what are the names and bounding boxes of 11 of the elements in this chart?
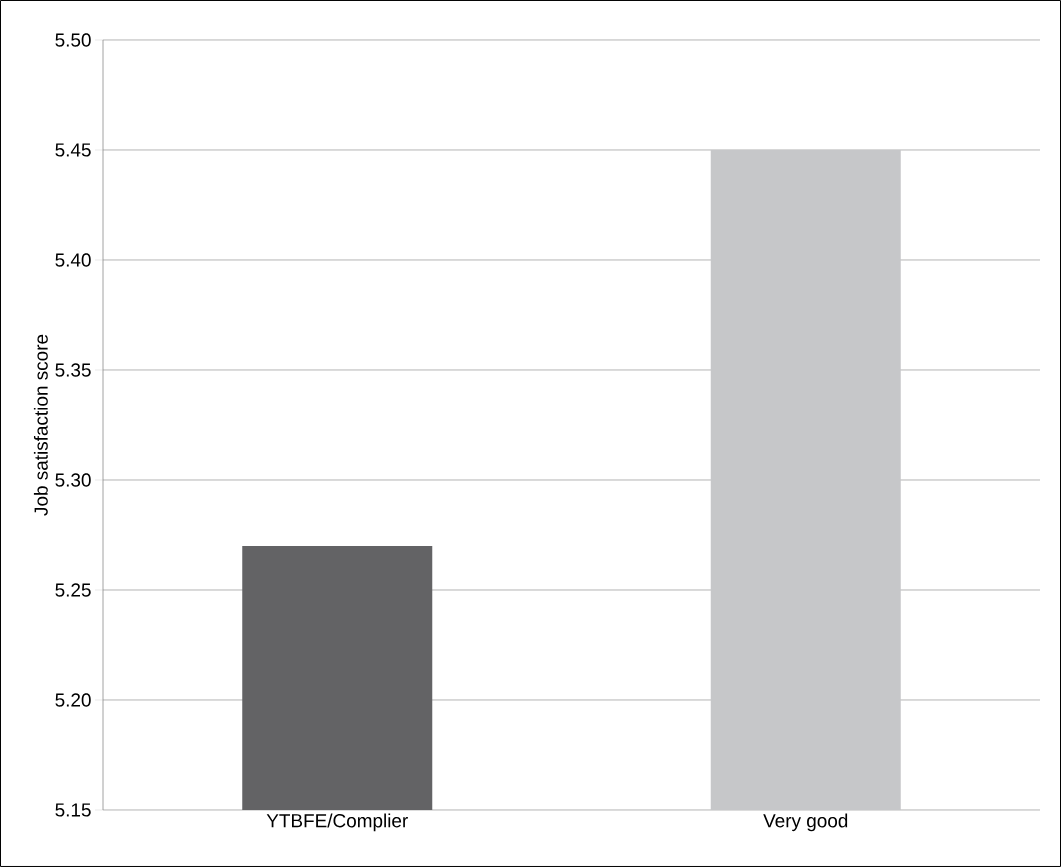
y-tick-label: 5.20 bbox=[55, 693, 91, 707]
x-tick-label: Very good bbox=[763, 813, 848, 832]
y-tick-label: 5.50 bbox=[55, 33, 91, 47]
y-tick-label: 5.15 bbox=[55, 803, 91, 817]
y-tick-label: 5.30 bbox=[55, 473, 91, 487]
y-tick-label: 5.40 bbox=[55, 253, 91, 267]
y-tick-label: 5.45 bbox=[55, 143, 91, 157]
x-tick-label: YTBFE/Complier bbox=[266, 813, 408, 832]
y-axis-title: Job satisfaction score bbox=[33, 334, 48, 516]
y-tick-label: 5.35 bbox=[55, 363, 91, 377]
y-tick-label: 5.25 bbox=[55, 583, 91, 597]
